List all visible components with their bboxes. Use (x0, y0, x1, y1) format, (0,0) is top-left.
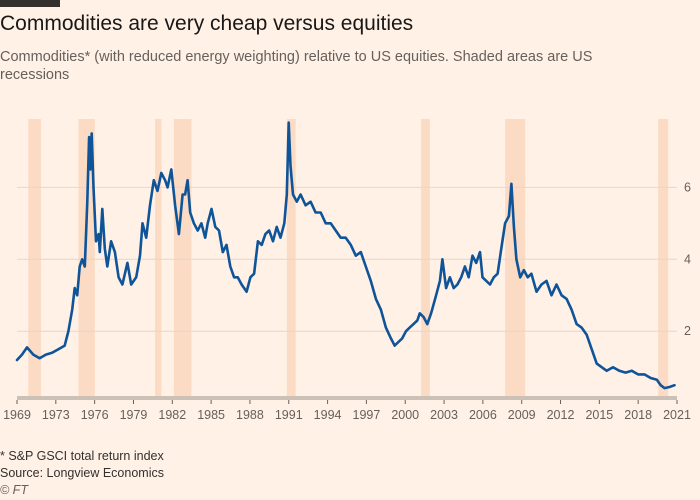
x-tick-label: 2021 (663, 408, 691, 422)
recession-band (78, 119, 95, 396)
x-tick-label: 2015 (585, 408, 613, 422)
chart-subtitle: Commodities* (with reduced energy weight… (0, 49, 593, 83)
recession-band (28, 119, 41, 396)
y-tick-label: 4 (684, 252, 691, 266)
recession-band (421, 119, 430, 396)
copyright: © FT (0, 483, 28, 497)
y-tick-label: 6 (684, 180, 691, 194)
x-tick-label: 1994 (314, 408, 342, 422)
x-tick-label: 1988 (236, 408, 264, 422)
y-tick-label: 2 (684, 324, 691, 338)
recession-band (658, 119, 669, 396)
x-tick-label: 2000 (391, 408, 419, 422)
x-tick-label: 2006 (469, 408, 497, 422)
x-tick-label: 2012 (547, 408, 575, 422)
source-note: Source: Longview Economics (0, 466, 164, 480)
x-tick-label: 1997 (353, 408, 381, 422)
chart-title: Commodities are very cheap versus equiti… (0, 12, 414, 35)
x-tick-label: 1985 (197, 408, 225, 422)
x-tick-label: 1969 (3, 408, 31, 422)
x-tick-label: 2018 (624, 408, 652, 422)
x-tick-label: 1991 (275, 408, 303, 422)
footnote: * S&P GSCI total return index (0, 449, 164, 463)
recession-band (173, 119, 192, 396)
x-tick-label: 1976 (81, 408, 109, 422)
x-axis-baseline (17, 396, 677, 400)
title-rule (0, 0, 60, 7)
x-tick-label: 1982 (158, 408, 186, 422)
x-tick-label: 1973 (42, 408, 70, 422)
recession-band (286, 119, 296, 396)
recession-band (155, 119, 162, 396)
x-tick-label: 2009 (508, 408, 536, 422)
x-tick-label: 1979 (120, 408, 148, 422)
x-tick-label: 2003 (430, 408, 458, 422)
series-line (15, 121, 676, 390)
